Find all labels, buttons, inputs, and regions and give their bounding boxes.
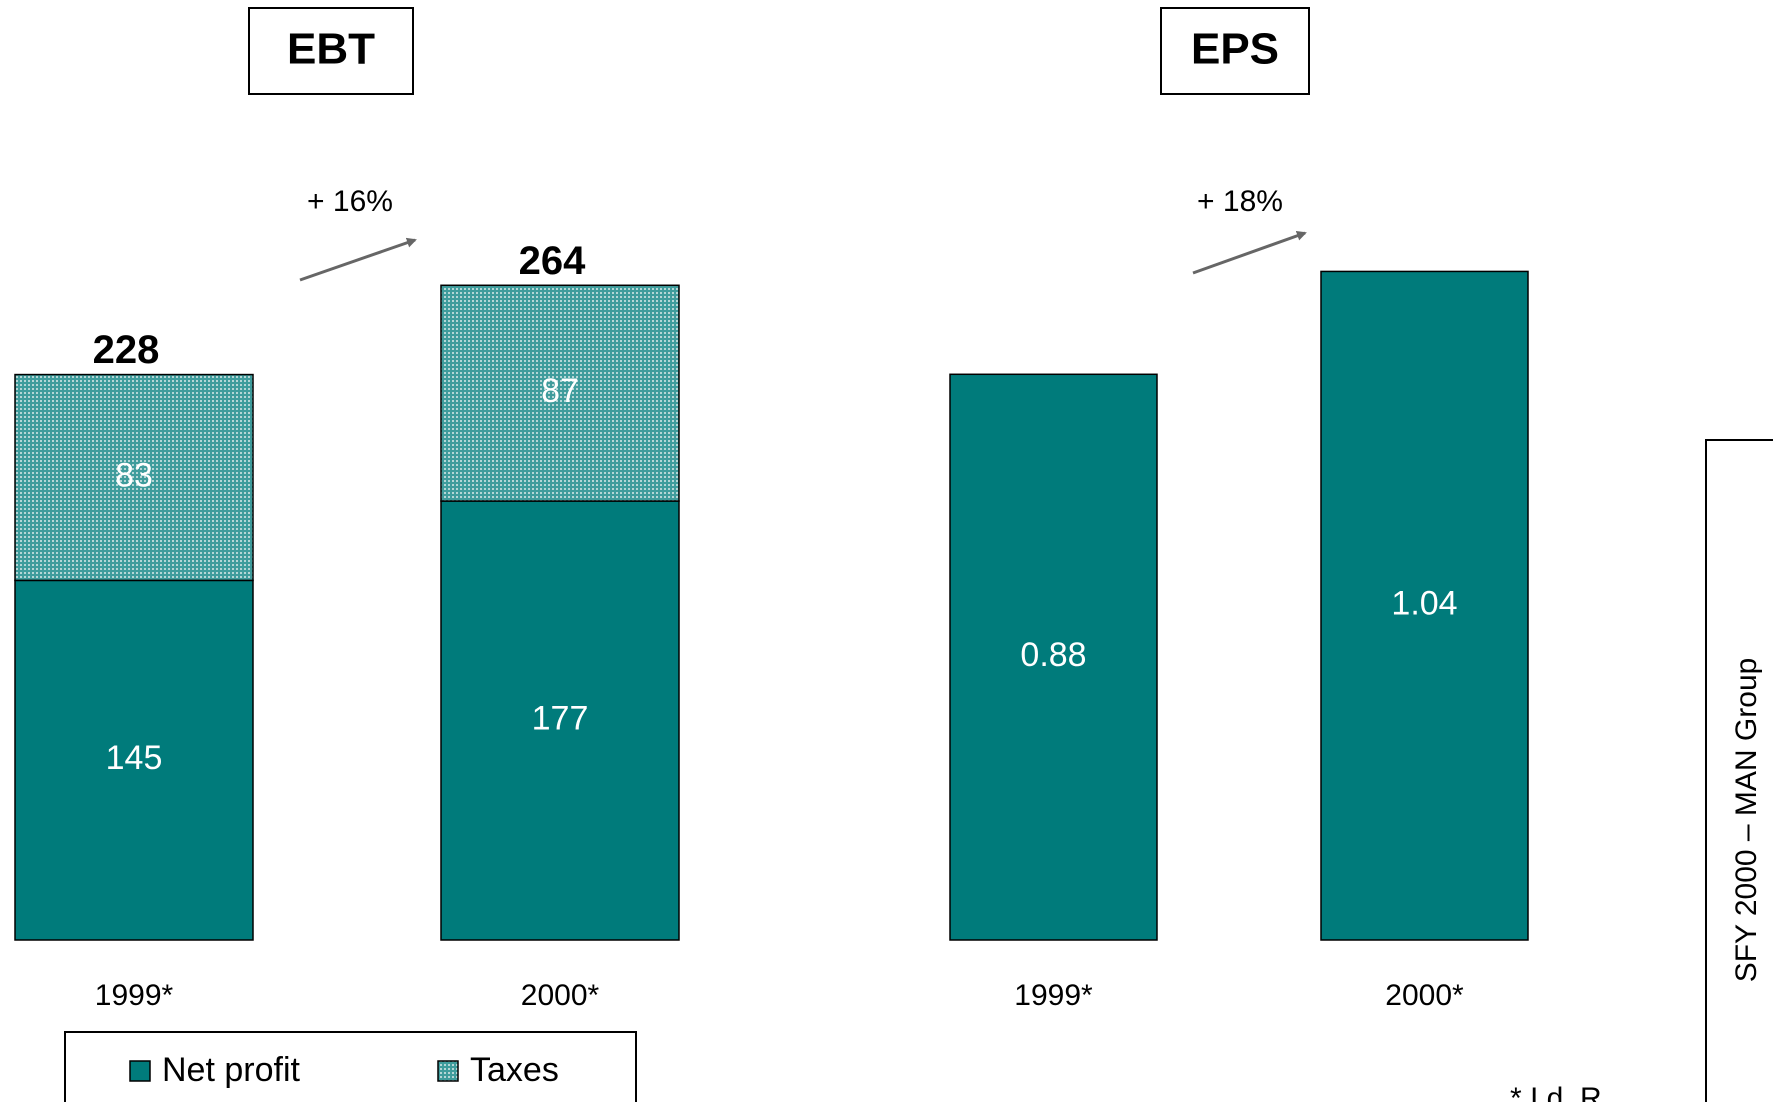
annotation: + 16% [307,185,393,218]
arrow [1192,230,1307,275]
data-label: 145 [106,739,163,777]
x-tick-label: 2000* [1385,979,1464,1012]
bar-segment [14,373,254,582]
total-label: 264 [519,239,586,283]
data-label: 177 [532,700,589,738]
data-label: 1.04 [1391,585,1457,623]
data-label: 0.88 [1020,636,1086,674]
arrow [299,237,417,282]
legend-swatch [129,1060,151,1082]
legend-swatch [437,1060,459,1082]
bar-segment [440,284,680,502]
chart-title: EPS [1191,25,1279,74]
annotation: + 18% [1197,185,1283,218]
side-label: SFY 2000 – MAN Group [1730,658,1763,983]
side-box [1705,439,1773,1102]
legend-label: Net profit [162,1051,300,1089]
legend-label: Taxes [470,1051,559,1089]
data-label: 83 [115,456,153,494]
x-tick-label: 1999* [1014,979,1093,1012]
title-box [1160,7,1310,95]
bar [1320,270,1529,941]
total-label: 228 [93,328,160,372]
data-label: 87 [541,372,579,410]
x-tick-label: 1999* [95,979,174,1012]
bar-segment [14,579,254,941]
bar [949,373,1158,941]
legend-box [64,1031,637,1102]
x-tick-label: 2000* [521,979,600,1012]
title-box [248,7,414,95]
footnote: * I.d. R [1510,1082,1602,1102]
chart-title: EBT [287,25,375,74]
